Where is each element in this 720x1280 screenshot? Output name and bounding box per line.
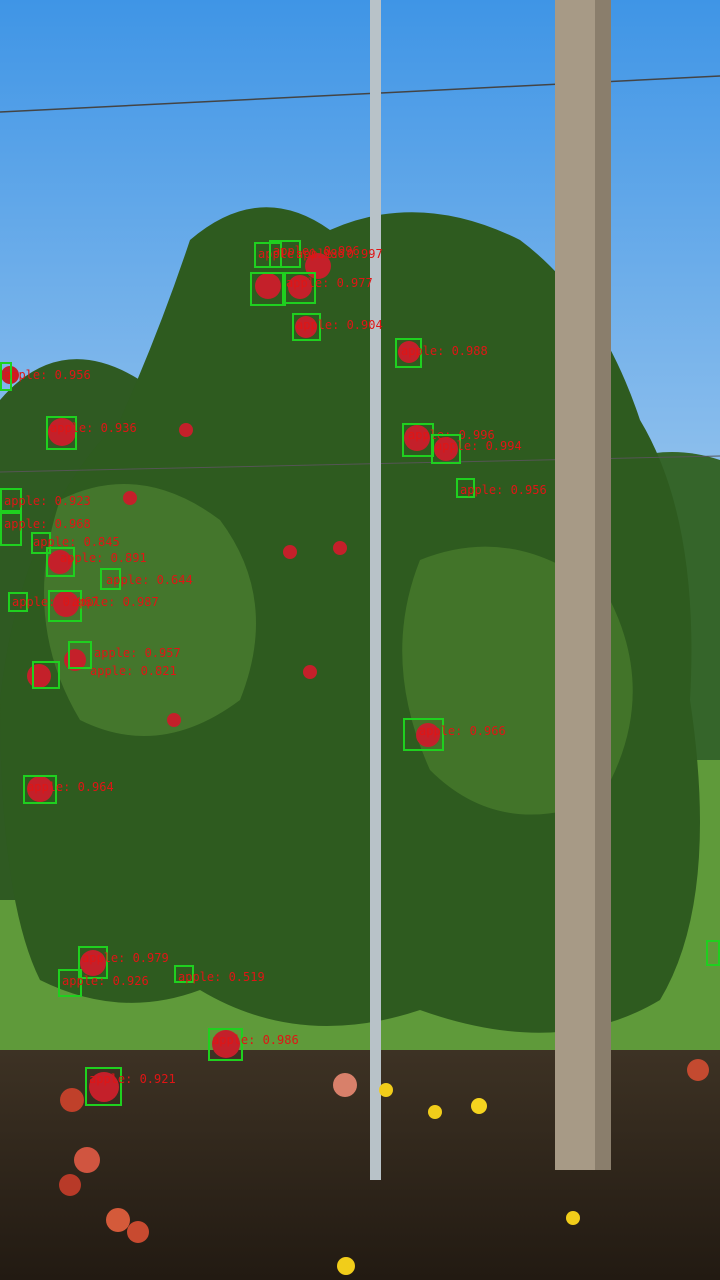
detection-box: apple: 0.988 bbox=[395, 338, 488, 368]
detection-label: apple: 0.891 bbox=[60, 551, 147, 565]
detection-label: apple: 0.997 bbox=[296, 247, 383, 261]
detection-box: apple: 0.968 bbox=[0, 512, 91, 546]
detection-box: apple: 0.923 bbox=[0, 488, 91, 512]
yellow-flower bbox=[337, 1257, 355, 1275]
detection-box: apple: 0.956 bbox=[456, 478, 547, 498]
detection-label: apple: 0.987 bbox=[72, 595, 159, 609]
detection-box: apple: 0.979 bbox=[78, 946, 169, 979]
detection-box: apple: 0.966 bbox=[403, 718, 506, 751]
detection-label: apple: 0.821 bbox=[90, 664, 177, 678]
detection-box: apple: 0.904 bbox=[292, 313, 383, 341]
tree-foliage-highlight bbox=[44, 484, 256, 736]
fallen-apple bbox=[59, 1174, 81, 1196]
wooden-post-shade bbox=[595, 0, 611, 1170]
detection-label: apple: 0.956 bbox=[460, 483, 547, 497]
detection-label: apple: 0.845 bbox=[33, 535, 120, 549]
detection-box: apple: 0.644 bbox=[100, 568, 193, 590]
detection-box: apple: 0.821 bbox=[32, 661, 177, 689]
detection-box: apple: 0.996 bbox=[269, 240, 360, 268]
detection-label: apple: 0.964 bbox=[27, 780, 114, 794]
detection-label: apple: 0.923 bbox=[4, 494, 91, 508]
fallen-apple bbox=[127, 1221, 149, 1243]
detection-label: apple: 0.956 bbox=[4, 368, 91, 382]
detection-label: apple: 0.926 bbox=[62, 974, 149, 988]
detection-label: apple: 0.936 bbox=[50, 421, 137, 435]
detection-label: apple: 0.968 bbox=[4, 517, 91, 531]
detection-label: apple: 0.519 bbox=[178, 970, 265, 984]
detection-box: apple: 0.845 bbox=[31, 532, 120, 554]
detection-label: apple: 0.996 bbox=[273, 244, 360, 258]
detection-label: apple: 0.966 bbox=[419, 724, 506, 738]
fallen-apple bbox=[74, 1147, 100, 1173]
fallen-apple bbox=[60, 1088, 84, 1112]
yellow-flower bbox=[566, 1211, 580, 1225]
detection-box bbox=[706, 940, 720, 966]
detection-box: apple: 0.994 bbox=[431, 434, 522, 464]
detection-label: apple: 0.644 bbox=[106, 573, 193, 587]
detection-label: apple: 0.986 bbox=[212, 1033, 299, 1047]
detection-label: apple: 0.957 bbox=[94, 646, 181, 660]
tree-foliage bbox=[0, 207, 700, 1033]
yellow-flower bbox=[379, 1083, 393, 1097]
fallen-apple bbox=[333, 1073, 357, 1097]
detection-box: apple: 0.997 bbox=[250, 248, 383, 306]
detection-box: apple: 0.996 bbox=[402, 423, 495, 457]
yellow-flower bbox=[471, 1098, 487, 1114]
tree-apples bbox=[1, 253, 458, 1102]
detection-box: apple: 0.936 bbox=[46, 416, 137, 450]
detection-box: apple: 0.926 bbox=[58, 969, 149, 997]
detection-box: apple: 0.957 bbox=[68, 641, 181, 669]
metal-pole bbox=[370, 0, 381, 1180]
detection-box: apple: 0.987 bbox=[48, 590, 159, 622]
detection-box: apple: 0.956 bbox=[0, 362, 91, 391]
detection-label: apple: 0.977 bbox=[286, 276, 373, 290]
detection-label: apple: 0.921 bbox=[89, 1072, 176, 1086]
detection-box: apple: 0.986 bbox=[208, 1028, 299, 1061]
detection-label: apple: 0.967 bbox=[12, 595, 99, 609]
fallen-apple bbox=[687, 1059, 709, 1081]
detection-box: apple: 0.921 bbox=[85, 1067, 176, 1106]
detection-box: apple: 0.967 bbox=[8, 592, 99, 612]
detection-label: apple: 0.986 bbox=[258, 247, 345, 261]
detection-box: apple: 0.964 bbox=[23, 775, 114, 804]
detection-label: apple: 0.904 bbox=[296, 318, 383, 332]
yellow-flower bbox=[428, 1105, 442, 1119]
detection-box: apple: 0.986 bbox=[254, 242, 345, 268]
detection-label: apple: 0.994 bbox=[435, 439, 522, 453]
fallen-apple bbox=[106, 1208, 130, 1232]
detection-label: apple: 0.988 bbox=[401, 344, 488, 358]
detection-box: apple: 0.891 bbox=[46, 547, 147, 577]
detection-label: apple: 0.979 bbox=[82, 951, 169, 965]
detection-box: apple: 0.519 bbox=[174, 965, 265, 983]
detection-box: apple: 0.977 bbox=[282, 272, 373, 304]
